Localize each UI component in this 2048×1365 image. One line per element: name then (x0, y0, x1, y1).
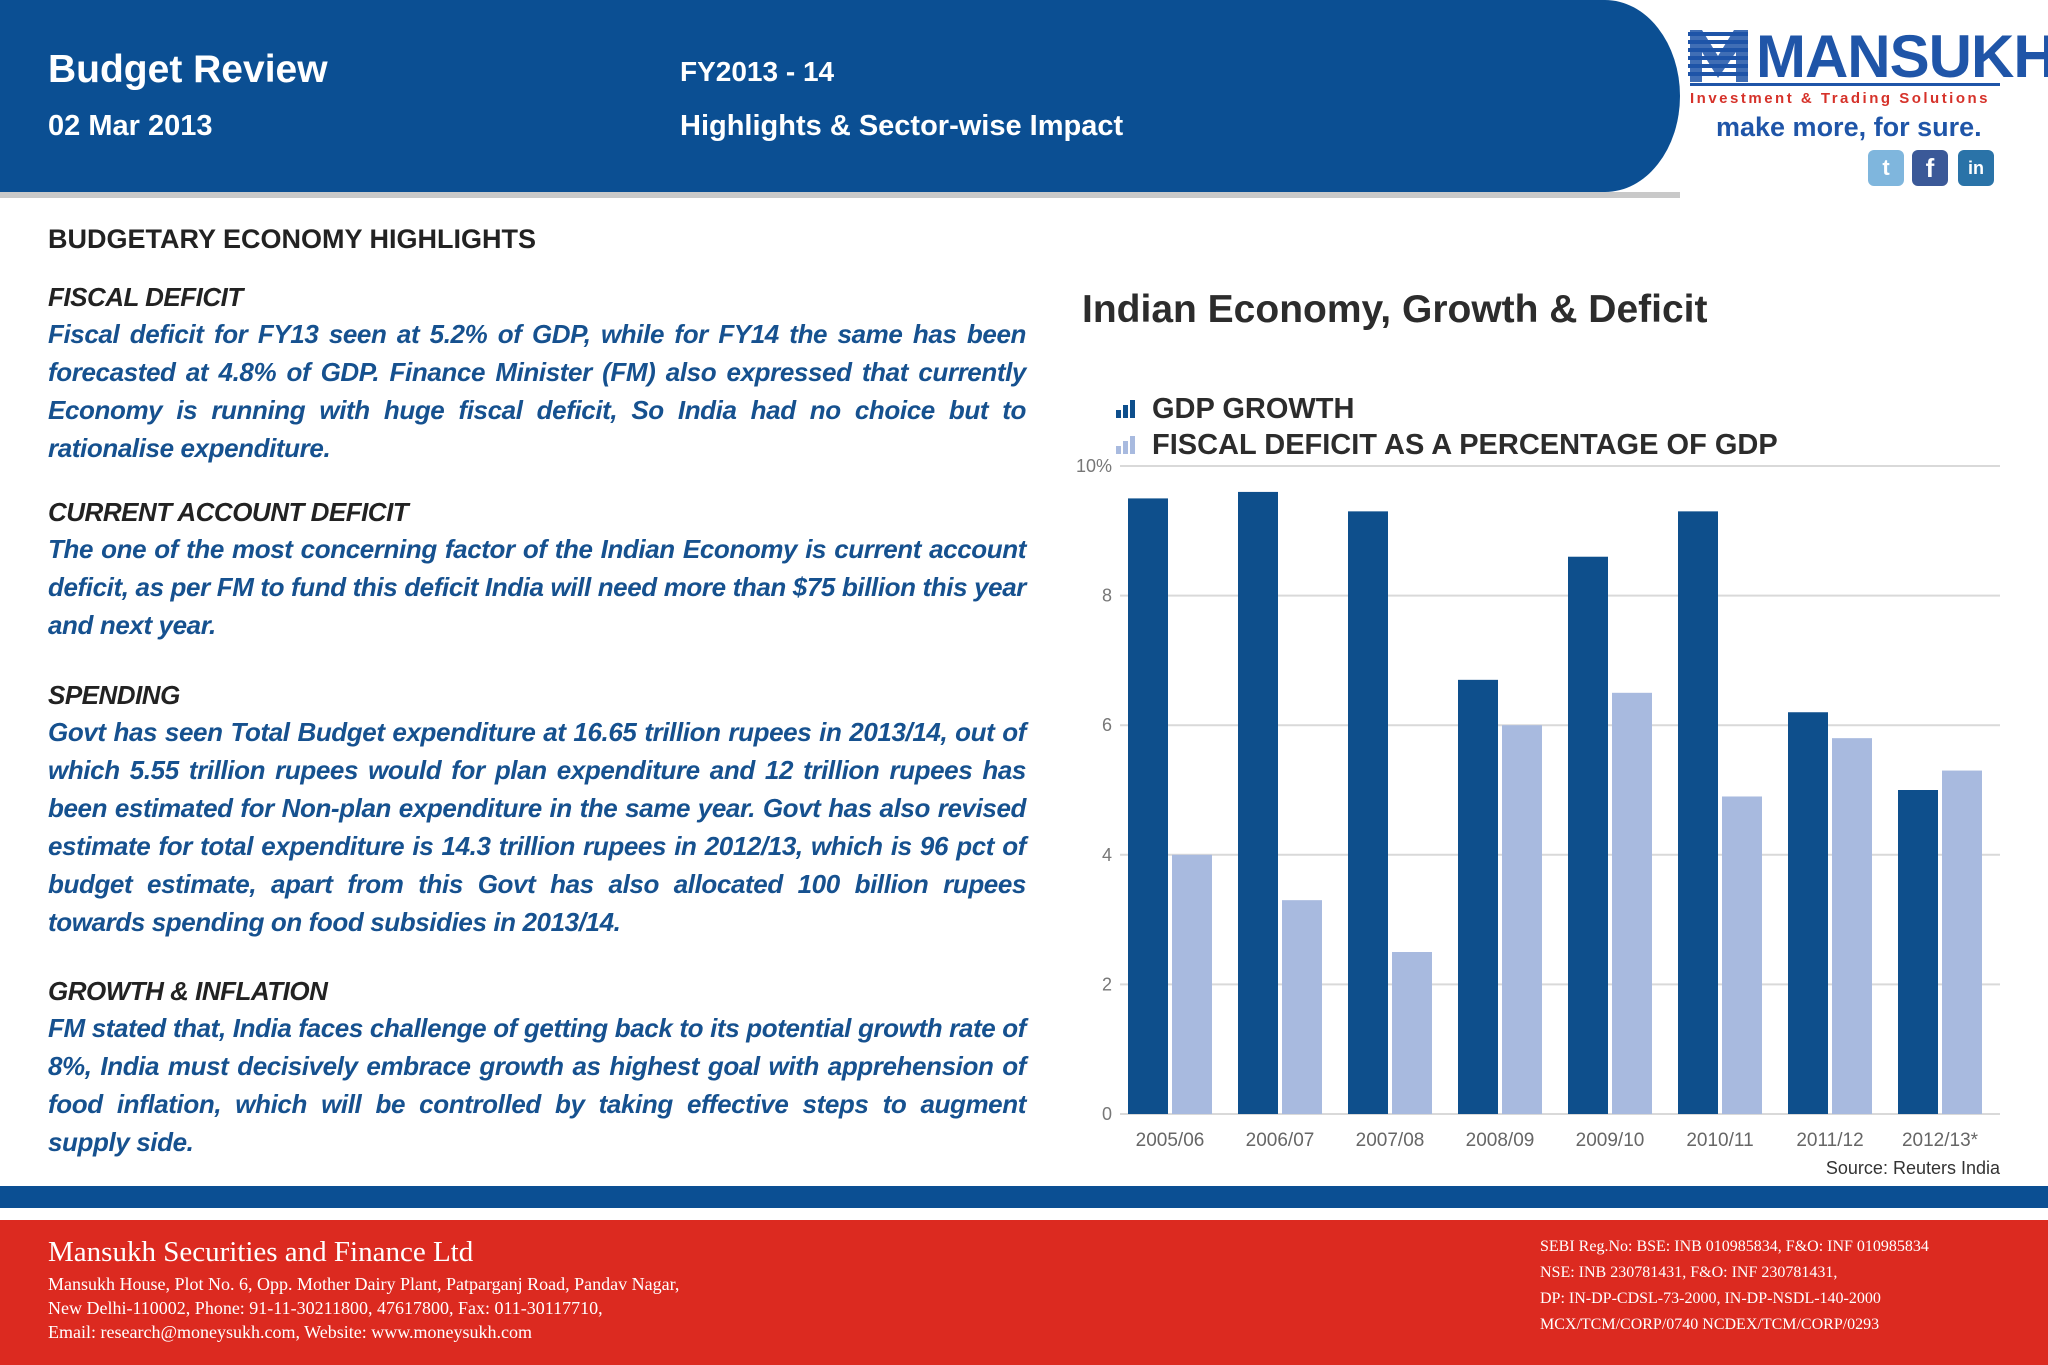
report-date: 02 Mar 2013 (48, 110, 213, 142)
x-tick-label: 2006/07 (1246, 1130, 1315, 1151)
footer-company: Mansukh Securities and Finance Ltd (48, 1236, 474, 1268)
header-banner (0, 0, 1680, 192)
report-title: Budget Review (48, 48, 328, 91)
section-body: Govt has seen Total Budget expenditure a… (48, 717, 1026, 937)
legend-swatch-icon (1130, 400, 1135, 418)
x-tick-label: 2008/09 (1466, 1130, 1535, 1151)
bar (1458, 679, 1498, 1114)
y-tick-label: 0 (1102, 1104, 1112, 1124)
bar-chart: GDP GROWTH FISCAL DEFICIT AS A PERCENTAGE… (1076, 393, 2001, 1178)
x-tick-label: 2011/12 (1796, 1130, 1863, 1151)
mansukh-logo-icon (1688, 30, 1748, 82)
legend-label: GDP GROWTH (1152, 393, 1354, 425)
section-title: BUDGETARY ECONOMY HIGHLIGHTS (48, 224, 537, 254)
footer-address-line2: New Delhi-110002, Phone: 91-11-30211800,… (48, 1298, 603, 1318)
bar (1788, 712, 1828, 1114)
section-body: FM stated that, India faces challenge of… (48, 1013, 1026, 1157)
y-tick-label: 8 (1102, 586, 1112, 606)
footer-address-line1: Mansukh House, Plot No. 6, Opp. Mother D… (48, 1274, 680, 1294)
facebook-icon[interactable]: f (1912, 150, 1948, 186)
footer-registration-line1: SEBI Reg.No: BSE: INB 010985834, F&O: IN… (1540, 1238, 1929, 1255)
section-heading: FISCAL DEFICIT (48, 282, 243, 312)
report-subtitle: Highlights & Sector-wise Impact (680, 110, 1124, 142)
footer-registration-line2: NSE: INB 230781431, F&O: INF 230781431, (1540, 1264, 1838, 1281)
footer-contact: Email: research@moneysukh.com, Website: … (48, 1322, 533, 1342)
spending-section: SPENDING Govt has seen Total Budget expe… (48, 680, 1026, 941)
bar (1392, 952, 1432, 1114)
y-tick-label: 6 (1102, 715, 1112, 735)
legend-label: FISCAL DEFICIT AS A PERCENTAGE OF GDP (1152, 429, 1778, 461)
x-tick-label: 2009/10 (1576, 1130, 1645, 1151)
legend-swatch-icon (1123, 441, 1128, 454)
section-body: The one of the most concerning factor of… (48, 534, 1026, 640)
footer: Mansukh Securities and Finance Ltd Mansu… (0, 1220, 2048, 1365)
y-tick-label: 4 (1102, 845, 1112, 865)
x-tick-label: 2007/08 (1356, 1130, 1425, 1151)
bar (1172, 854, 1212, 1114)
legend-swatch-icon (1123, 405, 1128, 418)
bar (1128, 498, 1168, 1114)
footer-registration-line4: MCX/TCM/CORP/0740 NCDEX/TCM/CORP/0293 (1540, 1316, 1880, 1333)
chart-title: Indian Economy, Growth & Deficit (1082, 288, 1708, 331)
x-tick-label: 2012/13* (1902, 1130, 1979, 1151)
fiscal-year: FY2013 - 14 (680, 56, 835, 87)
y-tick-label: 10% (1076, 456, 1112, 476)
header-shadow (0, 192, 1680, 198)
section-heading: SPENDING (48, 680, 180, 710)
legend-swatch-icon (1116, 446, 1121, 454)
y-tick-label: 2 (1102, 974, 1112, 994)
brand-name: MANSUKH (1756, 23, 2048, 90)
section-body: Fiscal deficit for FY13 seen at 5.2% of … (48, 319, 1026, 463)
growth-inflation-section: GROWTH & INFLATION FM stated that, India… (48, 976, 1026, 1161)
bar (1348, 511, 1388, 1114)
bar (1238, 491, 1278, 1114)
x-tick-label: 2010/11 (1686, 1130, 1753, 1151)
bar (1678, 511, 1718, 1114)
bar (1942, 770, 1982, 1114)
bar (1502, 725, 1542, 1114)
bar (1722, 796, 1762, 1114)
brand-underline (1690, 83, 2000, 86)
legend-swatch-icon (1116, 410, 1121, 418)
bar (1568, 556, 1608, 1114)
brand-slogan: make more, for sure. (1716, 112, 1982, 142)
legend-swatch-icon (1130, 436, 1135, 454)
bar (1832, 738, 1872, 1114)
fiscal-deficit-section: FISCAL DEFICIT Fiscal deficit for FY13 s… (48, 282, 1026, 467)
section-heading: CURRENT ACCOUNT DEFICIT (48, 497, 409, 527)
brand-tagline: Investment & Trading Solutions (1690, 90, 1991, 107)
current-account-deficit-section: CURRENT ACCOUNT DEFICIT The one of the m… (48, 497, 1026, 644)
bar (1282, 900, 1322, 1114)
linkedin-icon[interactable]: in (1958, 150, 1994, 186)
x-tick-label: 2005/06 (1136, 1130, 1205, 1151)
bar (1898, 790, 1938, 1114)
twitter-icon[interactable]: t (1868, 150, 1904, 186)
section-heading: GROWTH & INFLATION (48, 976, 328, 1006)
bar (1612, 692, 1652, 1114)
footer-divider (0, 1186, 2048, 1208)
chart-source: Source: Reuters India (1826, 1158, 2001, 1178)
footer-registration-line3: DP: IN-DP-CDSL-73-2000, IN-DP-NSDL-140-2… (1540, 1290, 1881, 1307)
